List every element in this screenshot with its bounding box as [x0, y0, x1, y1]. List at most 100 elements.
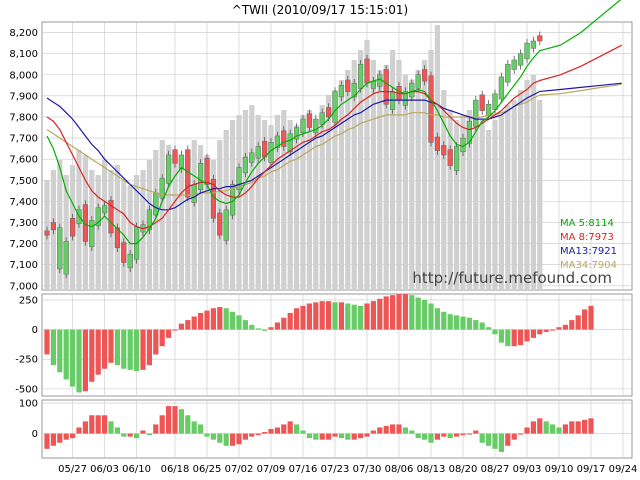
candle: [421, 69, 428, 82]
oscillator-2-bar: [479, 433, 485, 443]
oscillator-1-bar: [351, 304, 357, 330]
oscillator-1-bar: [108, 329, 114, 363]
oscillator-2-bar: [89, 415, 95, 434]
oscillator-2-bar: [511, 433, 517, 440]
volume-bar: [204, 155, 210, 290]
oscillator-1-bar: [185, 320, 191, 330]
volume-bar: [306, 110, 312, 290]
candle: [165, 154, 172, 184]
volume-bar: [338, 80, 344, 290]
volume-bar: [95, 175, 101, 290]
oscillator-1-bar: [121, 329, 127, 369]
candle: [89, 220, 95, 247]
oscillator-1-bar: [524, 329, 530, 342]
candle: [524, 42, 530, 60]
candle: [517, 53, 524, 66]
oscillator-2-bar: [76, 427, 82, 434]
y-tick-label: 100: [19, 399, 38, 410]
oscillator-1-bar: [57, 329, 63, 373]
oscillator-1-bar: [223, 308, 229, 330]
ma34-line: [46, 83, 622, 196]
oscillator-1-bar: [518, 329, 524, 345]
y-tick-label: 250: [19, 295, 38, 306]
candle: [505, 63, 511, 83]
oscillator-1-bar: [313, 302, 319, 330]
candle: [511, 59, 517, 70]
oscillator-1-bar: [44, 329, 50, 355]
oscillator-2-bar: [121, 433, 127, 437]
candle: [178, 154, 185, 169]
candle: [537, 35, 543, 42]
oscillator-2-bar: [82, 421, 88, 434]
oscillator-2-bar: [63, 433, 69, 440]
volume-bar: [441, 90, 447, 290]
oscillator-2-bar: [345, 433, 351, 440]
oscillator-1-bar: [530, 329, 536, 338]
oscillator-1-bar: [255, 328, 261, 330]
oscillator-2-bar: [153, 424, 159, 434]
volume-bar: [249, 105, 255, 290]
oscillator-1-bar: [166, 329, 172, 338]
oscillator-2-bar: [159, 415, 165, 434]
x-tick-label: 09/03: [513, 464, 542, 475]
oscillator-2-bar: [274, 427, 280, 434]
candle: [453, 146, 460, 172]
oscillator-1-bar: [294, 308, 300, 330]
oscillator-2-bar: [434, 433, 440, 440]
oscillator-2-bar: [383, 425, 389, 434]
y-tick-label: 8,000: [9, 70, 38, 81]
oscillator-1-bar: [447, 314, 453, 330]
oscillator-1-bar: [562, 324, 568, 330]
candle: [274, 135, 281, 148]
candle: [293, 127, 300, 140]
x-tick-label: 09/17: [577, 464, 606, 475]
oscillator-1-bar: [434, 308, 440, 330]
oscillator-1-bar: [377, 298, 383, 330]
candle: [63, 241, 69, 275]
candle: [57, 227, 63, 270]
volume-bar: [255, 115, 261, 290]
x-tick-label: 08/13: [417, 464, 446, 475]
candle: [319, 112, 325, 125]
oscillator-2-bar: [217, 433, 223, 443]
oscillator-1-bar: [172, 329, 178, 331]
volume-bar: [191, 140, 197, 290]
oscillator-2-bar: [473, 430, 479, 434]
candle: [332, 91, 338, 123]
oscillator-2-bar: [562, 424, 568, 434]
candle: [498, 76, 505, 100]
volume-bar: [447, 110, 453, 290]
volume-bar: [377, 70, 383, 290]
volume-bar: [351, 60, 357, 290]
x-tick-label: 06/10: [122, 464, 151, 475]
oscillator-1-bar: [550, 329, 556, 331]
volume-bar: [281, 110, 287, 290]
oscillator-1-bar: [345, 303, 351, 330]
candle: [306, 113, 313, 128]
oscillator-2-bar: [530, 421, 536, 434]
candle: [101, 205, 108, 214]
oscillator-1-bar: [82, 329, 88, 392]
x-tick-label: 08/27: [481, 464, 510, 475]
candle: [338, 85, 345, 98]
candle: [485, 104, 492, 117]
oscillator-1-bar: [262, 329, 268, 331]
candle: [345, 79, 351, 92]
volume-bar: [178, 160, 184, 290]
oscillator-1-bar: [415, 297, 421, 330]
y-tick-label: 8,200: [9, 28, 38, 39]
candle: [82, 204, 89, 242]
y-tick-label: 0: [32, 429, 38, 440]
volume-bar: [434, 25, 440, 290]
oscillator-1-bar: [582, 309, 588, 330]
oscillator-2-bar: [351, 433, 357, 440]
candle: [146, 209, 153, 231]
volume-bar: [524, 80, 530, 290]
oscillator-1-bar: [575, 315, 581, 330]
volume-bar: [313, 120, 319, 290]
oscillator-1-bar: [383, 296, 389, 330]
y-tick-label: 7,500: [9, 176, 38, 187]
oscillator-2-bar: [281, 424, 287, 434]
oscillator-2-bar: [294, 424, 300, 434]
oscillator-2-bar: [441, 433, 447, 437]
